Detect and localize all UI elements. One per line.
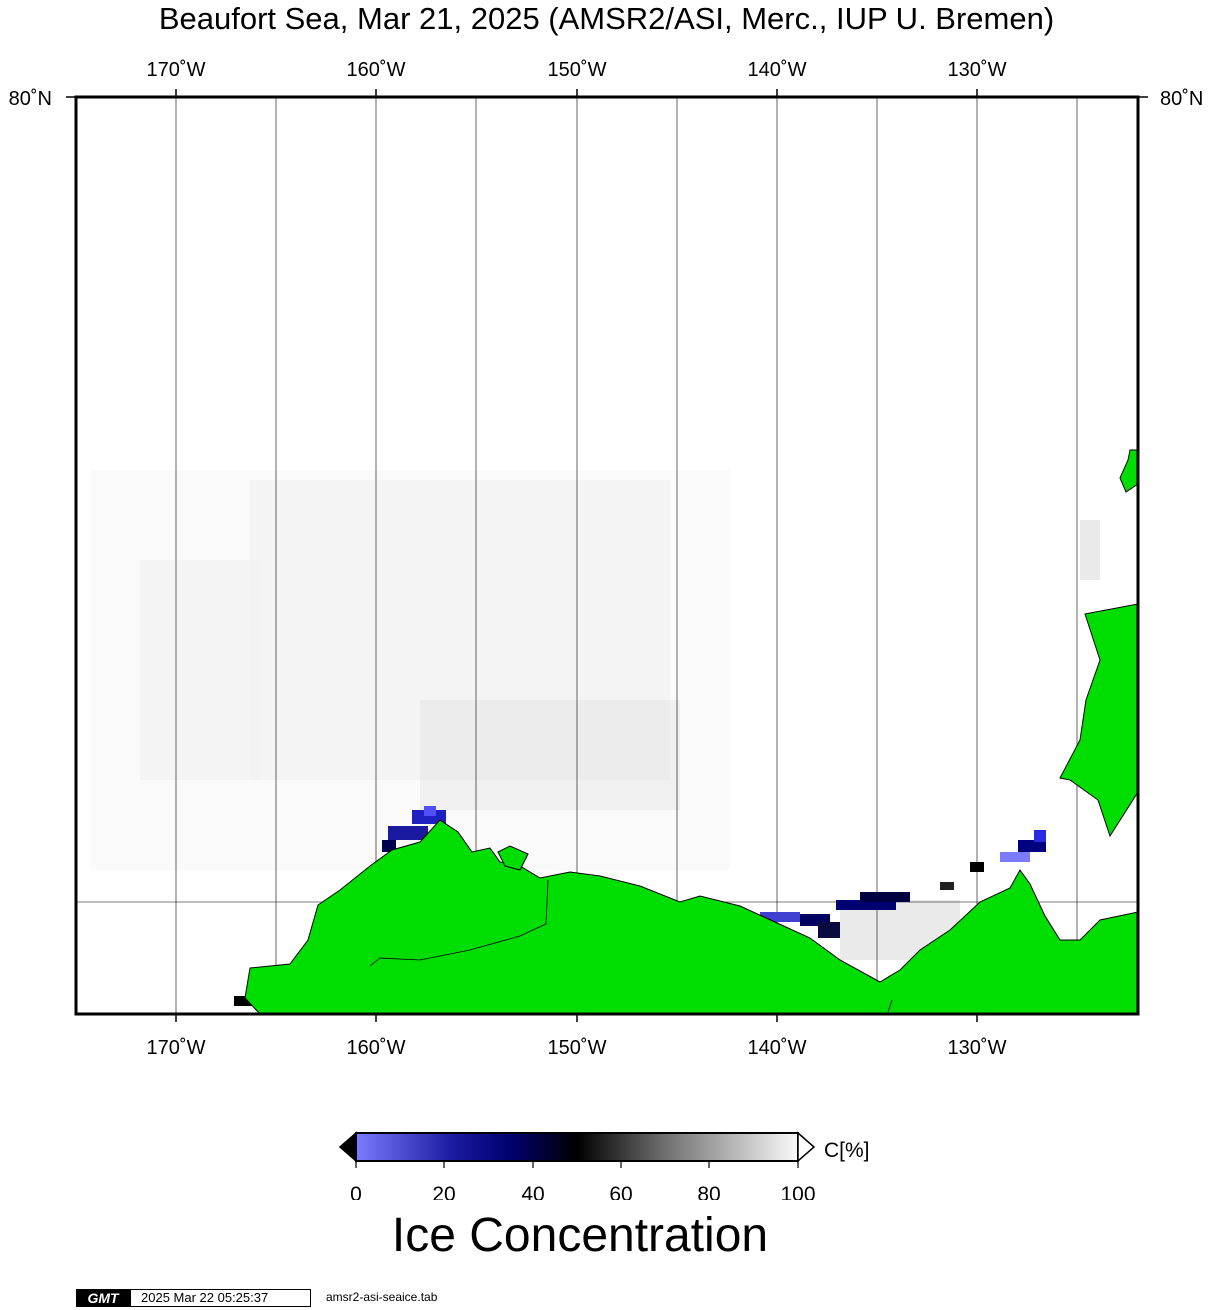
lon-label-top-150w: 150˚W xyxy=(548,59,607,81)
colorbar-tick-60: 60 xyxy=(609,1183,632,1200)
lon-label-bottom-160w: 160˚W xyxy=(347,1037,406,1059)
ice-haze xyxy=(90,470,1100,960)
map-frame xyxy=(74,95,1140,1016)
map-figure: 170˚W 160˚W 150˚W 140˚W 130˚W 170˚W 160˚… xyxy=(9,59,1204,1200)
land-boundaries xyxy=(369,879,893,1013)
lon-label-bottom-150w: 150˚W xyxy=(548,1037,607,1059)
lon-label-top-130w: 130˚W xyxy=(948,59,1007,81)
gmt-logo: GMT xyxy=(76,1289,130,1307)
colorbar-tick-20: 20 xyxy=(432,1183,455,1200)
colorbar-tick-100: 100 xyxy=(780,1183,815,1200)
colorbar-tick-40: 40 xyxy=(521,1183,544,1200)
source-file: amsr2-asi-seaice.tab xyxy=(326,1290,438,1304)
lat-label-left-80n: 80˚N xyxy=(9,88,52,110)
lon-label-bottom-140w: 140˚W xyxy=(748,1037,807,1059)
lon-label-top-140w: 140˚W xyxy=(748,59,807,81)
colorbar-low-triangle xyxy=(338,1131,357,1163)
timestamp: 2025 Mar 22 05:25:37 xyxy=(130,1289,311,1307)
colorbar-tick-0: 0 xyxy=(350,1183,362,1200)
map-area xyxy=(76,97,1138,1014)
colorbar-title: Ice Concentration xyxy=(391,1209,769,1262)
lat-label-right-80n: 80˚N xyxy=(1160,88,1203,110)
colorbar-high-triangle xyxy=(797,1131,816,1163)
frame-ticks xyxy=(66,89,1148,1022)
colorbar-unit: C[%] xyxy=(824,1139,870,1162)
colorbar-tick-80: 80 xyxy=(697,1183,720,1200)
map-title: Beaufort Sea, Mar 21, 2025 (AMSR2/ASI, M… xyxy=(158,1,1055,36)
graticule xyxy=(76,97,1138,1014)
lon-label-top-170w: 170˚W xyxy=(147,59,206,81)
lon-label-bottom-170w: 170˚W xyxy=(147,1037,206,1059)
land xyxy=(244,449,1138,1014)
ice-edge xyxy=(234,806,1046,1006)
lon-label-bottom-130w: 130˚W xyxy=(948,1037,1007,1059)
lon-label-top-160w: 160˚W xyxy=(347,59,406,81)
colorbar: 0 20 40 60 80 100 C[%] xyxy=(338,1131,870,1200)
colorbar-gradient xyxy=(355,1132,799,1162)
